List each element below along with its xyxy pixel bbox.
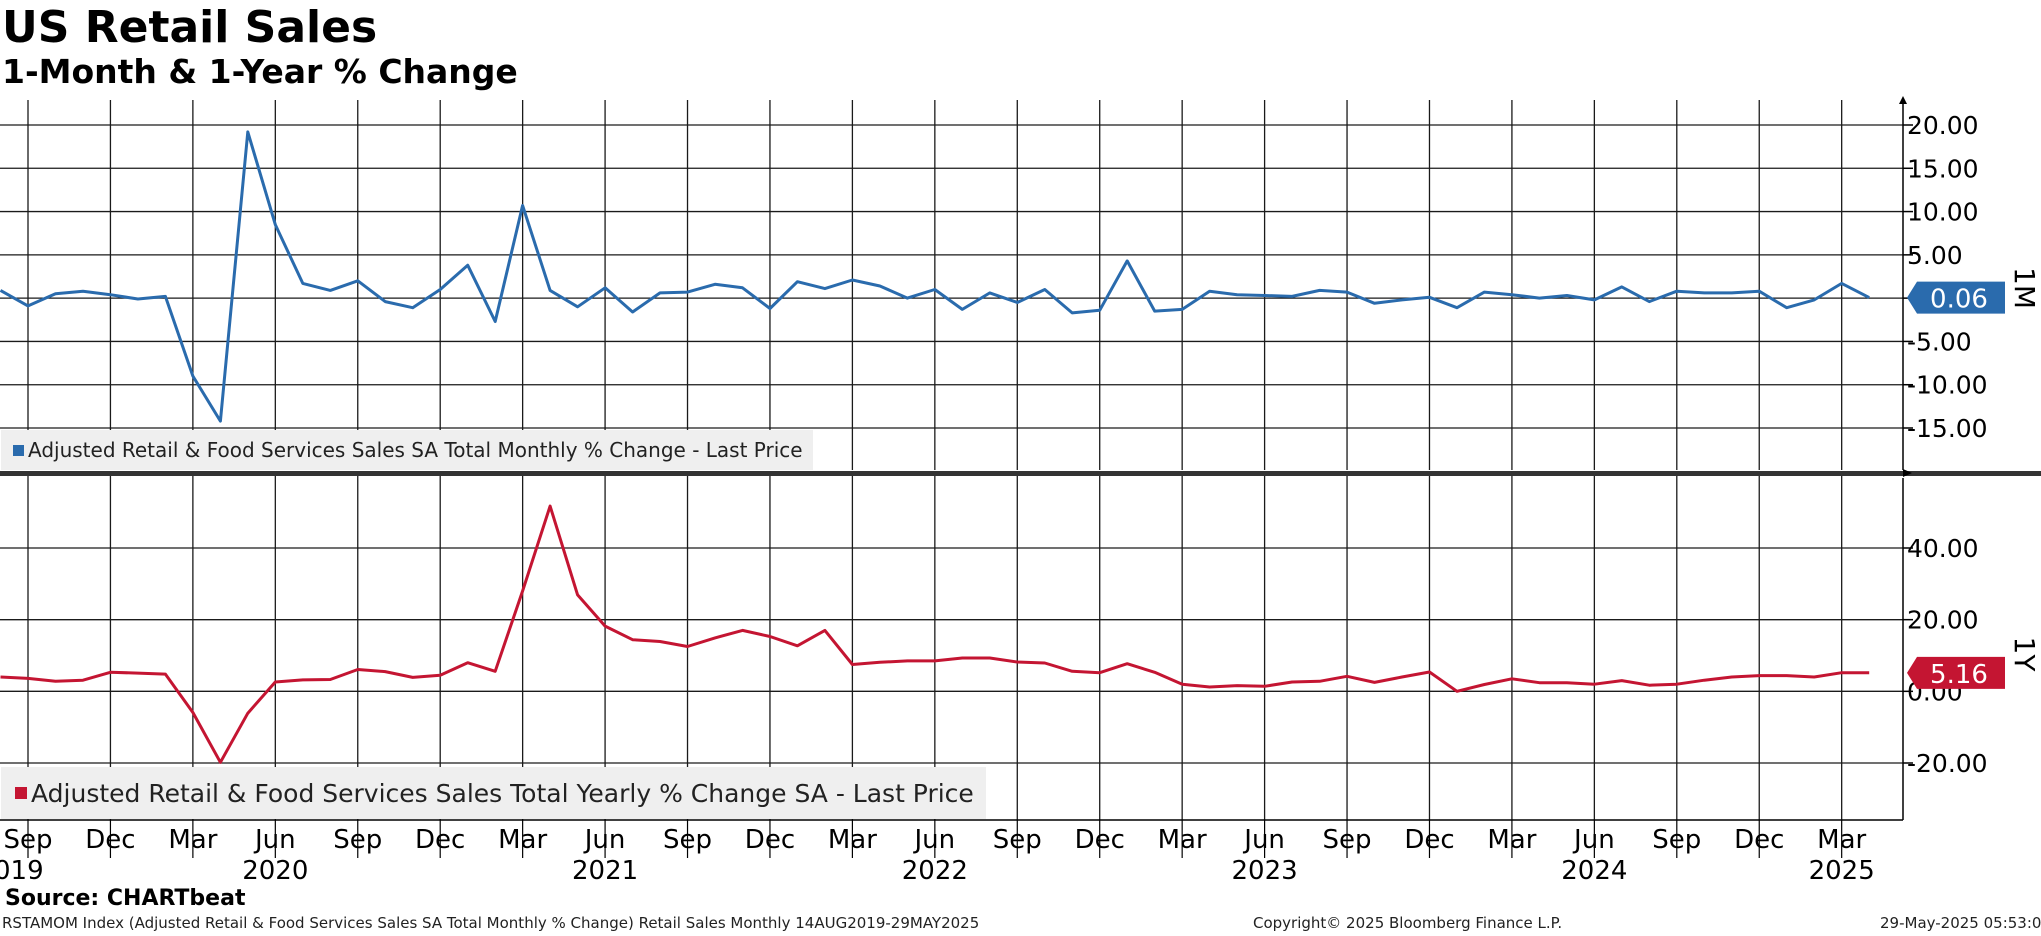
xtick-label: Dec [1404, 825, 1454, 855]
ytick-label-1y: 20.00 [1907, 606, 1979, 635]
ytick-label-1m: -5.00 [1907, 327, 1972, 356]
xtick-year-label: 2020 [242, 856, 308, 886]
xtick-year-label: 2019 [0, 856, 44, 886]
xtick-label: Mar [1487, 825, 1536, 855]
xtick-label: Mar [1158, 825, 1207, 855]
xtick-label: Mar [1817, 825, 1866, 855]
separator-arrow [1903, 469, 1912, 477]
last-value-tag-1m [1907, 281, 2005, 314]
xtick-label: Sep [663, 825, 712, 855]
series-line-1m [0, 130, 1870, 423]
xtick-label: Jun [913, 825, 956, 855]
xtick-label: Jun [1572, 825, 1615, 855]
xtick-label: Sep [333, 825, 382, 855]
xtick-label: Dec [1734, 825, 1784, 855]
xtick-label: Sep [3, 825, 52, 855]
xtick-year-label: 2024 [1561, 856, 1627, 886]
last-value-label-1m: 0.06 [1930, 285, 1988, 315]
xtick-label: Dec [415, 825, 465, 855]
xtick-label: Dec [1075, 825, 1125, 855]
last-value-label-1y: 5.16 [1930, 660, 1988, 690]
legend-1y-label: Adjusted Retail & Food Services Sales To… [31, 778, 974, 808]
xtick-label: Mar [828, 825, 877, 855]
legend-1m: Adjusted Retail & Food Services Sales SA… [1, 430, 813, 470]
xtick-year-label: 2022 [902, 856, 968, 886]
xtick-label: Dec [85, 825, 135, 855]
panel-separator [0, 471, 2041, 476]
ytick-label-1m: 20.00 [1907, 111, 1979, 140]
xtick-label: Sep [993, 825, 1042, 855]
panel-label-1y: 1Y [2008, 637, 2041, 673]
xtick-label: Dec [745, 825, 795, 855]
xtick-label: Sep [1652, 825, 1701, 855]
timestamp: 29-May-2025 05:53:08 [1880, 914, 2041, 932]
y-axis-top-arrow-1m [1899, 96, 1907, 104]
xtick-label: Jun [1242, 825, 1285, 855]
last-value-tag-1y [1907, 656, 2005, 689]
ytick-label-1m: 10.00 [1907, 198, 1979, 227]
chart-subtitle: 1-Month & 1-Year % Change [2, 52, 518, 91]
ytick-label-1y: 40.00 [1907, 534, 1979, 563]
ytick-label-1m: 5.00 [1907, 241, 1963, 270]
legend-1y-swatch [15, 787, 27, 799]
xtick-label: Jun [583, 825, 626, 855]
ytick-label-1m: -15.00 [1907, 414, 1988, 443]
xtick-year-label: 2023 [1232, 856, 1298, 886]
xtick-label: Mar [168, 825, 217, 855]
xtick-year-label: 2021 [572, 856, 638, 886]
copyright-note: Copyright© 2025 Bloomberg Finance L.P. [1253, 914, 1563, 932]
series-line-1y [0, 504, 1870, 764]
legend-1y: Adjusted Retail & Food Services Sales To… [1, 767, 986, 819]
xtick-label: Jun [253, 825, 296, 855]
ytick-label-1m: -10.00 [1907, 371, 1988, 400]
ytick-label-1y: -20.00 [1907, 749, 1988, 778]
xtick-year-label: 2025 [1809, 856, 1875, 886]
series-description: RSTAMOM Index (Adjusted Retail & Food Se… [2, 914, 980, 932]
xtick-label: Sep [1323, 825, 1372, 855]
chart-title: US Retail Sales [2, 2, 378, 53]
legend-1m-label: Adjusted Retail & Food Services Sales SA… [28, 438, 803, 462]
legend-1m-swatch [13, 444, 24, 456]
ytick-label-1m: 15.00 [1907, 154, 1979, 183]
source-note: Source: CHARTbeat [5, 886, 246, 911]
panel-label-1m: 1M [2008, 267, 2041, 309]
xtick-label: Mar [498, 825, 547, 855]
